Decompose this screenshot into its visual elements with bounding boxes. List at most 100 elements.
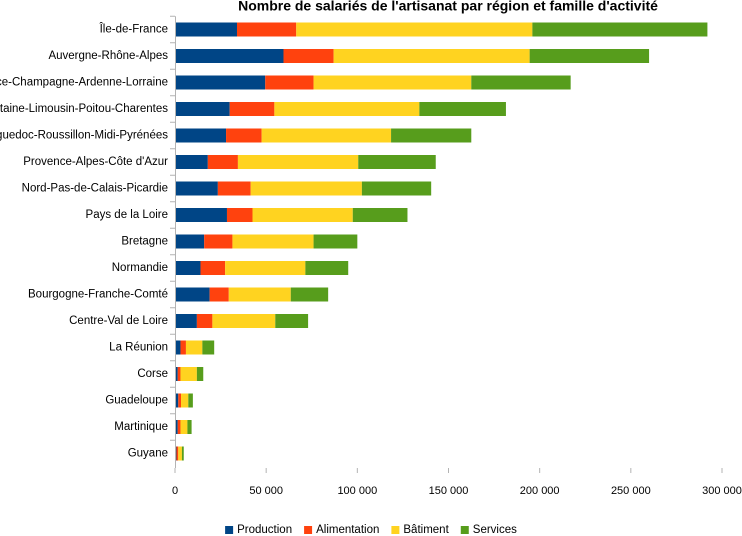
bar-production-14 xyxy=(175,393,179,408)
bar-alimentation-13 xyxy=(177,367,181,381)
bar-batiment-6 xyxy=(250,181,362,196)
category-label: La Réunion xyxy=(109,342,168,354)
legend-item: Alimentation xyxy=(304,524,379,536)
legend-label: Production xyxy=(237,524,292,536)
bar-production-10 xyxy=(175,287,210,302)
bar-batiment-0 xyxy=(296,22,533,37)
bar-production-5 xyxy=(175,155,208,169)
category-label: Alsace-Champagne-Ardenne-Lorraine xyxy=(0,77,168,89)
legend-swatch xyxy=(460,526,469,534)
x-tick-label: 0 xyxy=(172,485,178,497)
bar-production-6 xyxy=(175,181,218,196)
bar-production-13 xyxy=(175,367,178,381)
bar-production-4 xyxy=(175,128,227,143)
x-tick-label: 100 000 xyxy=(337,485,377,497)
category-label: Languedoc-Roussillon-Midi-Pyrénées xyxy=(0,130,168,142)
bar-batiment-16 xyxy=(178,446,182,461)
category-label: Bourgogne-Franche-Comté xyxy=(28,289,168,301)
bar-alimentation-11 xyxy=(196,314,213,328)
legend: Production Alimentation Bâtiment Services xyxy=(225,524,517,536)
bar-production-2 xyxy=(175,75,266,90)
bar-production-11 xyxy=(175,314,197,328)
bar-batiment-15 xyxy=(180,420,188,434)
bar-services-16 xyxy=(181,446,184,461)
x-tick-label: 150 000 xyxy=(429,485,469,497)
x-tick-label: 300 000 xyxy=(702,485,742,497)
bar-production-0 xyxy=(175,22,237,37)
legend-label: Services xyxy=(473,524,517,536)
bar-production-8 xyxy=(175,234,205,249)
category-label: Bretagne xyxy=(121,236,168,248)
bar-alimentation-0 xyxy=(236,22,297,37)
bar-services-3 xyxy=(419,102,506,116)
bar-batiment-3 xyxy=(274,102,420,116)
chart-title: Nombre de salariés de l'artisanat par ré… xyxy=(238,0,658,14)
bar-batiment-1 xyxy=(333,49,530,63)
category-label: Guyane xyxy=(128,448,168,460)
bar-production-12 xyxy=(175,340,181,355)
x-tick-label: 50 000 xyxy=(249,485,283,497)
bar-alimentation-2 xyxy=(265,75,314,90)
bar-production-9 xyxy=(175,261,201,275)
bar-production-15 xyxy=(175,420,178,434)
category-label: Aquitaine-Limousin-Poitou-Charentes xyxy=(0,103,168,115)
bar-batiment-9 xyxy=(225,261,306,275)
category-label: Nord-Pas-de-Calais-Picardie xyxy=(22,183,168,195)
bar-alimentation-16 xyxy=(176,446,179,461)
bar-alimentation-9 xyxy=(200,261,226,275)
bar-batiment-5 xyxy=(237,155,359,169)
legend-swatch xyxy=(304,526,313,534)
legend-swatch xyxy=(391,526,400,534)
bar-batiment-14 xyxy=(181,393,189,408)
legend-item: Bâtiment xyxy=(391,524,450,536)
category-label: Normandie xyxy=(112,262,168,274)
bar-batiment-4 xyxy=(261,128,392,143)
category-label: Provence-Alpes-Côte d'Azur xyxy=(23,156,168,168)
bar-alimentation-8 xyxy=(204,234,233,249)
bar-services-14 xyxy=(188,393,193,408)
bar-services-7 xyxy=(352,208,408,222)
y-axis: Île-de-France Auvergne-Rhône-Alpes Alsace-… xyxy=(0,15,176,468)
x-tick-label: 250 000 xyxy=(611,485,651,497)
x-axis: 0 50 000 100 000 150 000 200 000 250 000 300 0… xyxy=(172,468,742,497)
bar-services-5 xyxy=(358,155,436,169)
legend-label: Alimentation xyxy=(316,524,379,536)
bar-alimentation-3 xyxy=(229,102,275,116)
bar-services-1 xyxy=(529,49,650,63)
bar-services-8 xyxy=(313,234,358,249)
bar-services-4 xyxy=(391,128,472,143)
bar-batiment-11 xyxy=(212,314,276,328)
bar-alimentation-4 xyxy=(226,128,262,143)
category-label: Auvergne-Rhône-Alpes xyxy=(48,50,168,62)
bar-alimentation-14 xyxy=(178,393,182,408)
bar-batiment-12 xyxy=(185,340,203,355)
bar-production-7 xyxy=(175,208,227,222)
legend-item: Services xyxy=(460,524,517,536)
category-label: Guadeloupe xyxy=(105,395,168,407)
bars-group xyxy=(175,22,708,461)
bar-alimentation-10 xyxy=(209,287,229,302)
bar-services-6 xyxy=(361,181,432,196)
bar-alimentation-1 xyxy=(283,49,334,63)
bar-alimentation-5 xyxy=(207,155,238,169)
legend-swatch xyxy=(225,526,234,534)
bar-production-1 xyxy=(175,49,284,63)
bar-services-2 xyxy=(471,75,571,90)
bar-batiment-7 xyxy=(252,208,353,222)
category-label: Pays de la Loire xyxy=(86,209,168,221)
bar-batiment-8 xyxy=(232,234,314,249)
category-label: Île-de-France xyxy=(99,23,168,36)
category-label: Martinique xyxy=(114,421,168,433)
bar-services-9 xyxy=(305,261,349,275)
category-label: Centre-Val de Loire xyxy=(69,315,168,327)
x-tick-label: 200 000 xyxy=(520,485,560,497)
legend-label: Bâtiment xyxy=(403,524,449,536)
bar-batiment-2 xyxy=(313,75,472,90)
bar-services-15 xyxy=(187,420,192,434)
bar-batiment-10 xyxy=(228,287,291,302)
bar-batiment-13 xyxy=(180,367,197,381)
bar-alimentation-15 xyxy=(177,420,181,434)
bar-services-12 xyxy=(202,340,215,355)
